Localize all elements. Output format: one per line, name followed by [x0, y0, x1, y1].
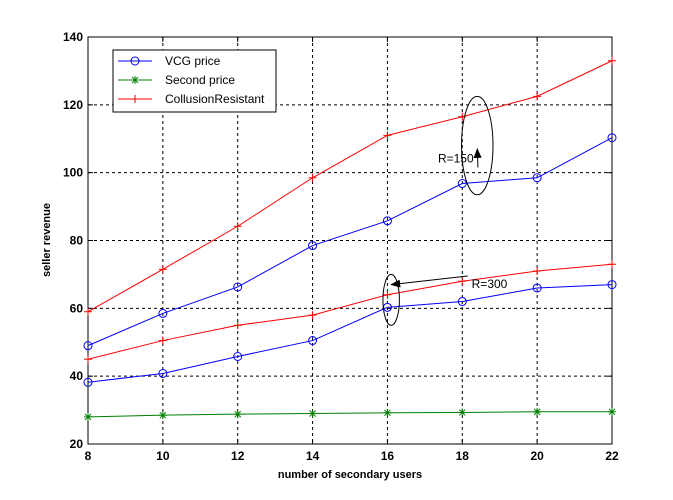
legend: VCG price Second price CollusionResistan… [112, 49, 277, 113]
data-point [158, 368, 168, 378]
data-point [457, 179, 467, 189]
legend-box [112, 49, 277, 113]
data-point [383, 131, 392, 140]
data-point [158, 265, 167, 274]
data-point [308, 241, 318, 251]
legend-label-collusion: CollusionResistant [165, 92, 265, 106]
annotation-label: R=300 [472, 277, 508, 291]
data-point [233, 321, 242, 330]
ticks: 8 10 12 14 16 18 20 22 20 40 60 80 100 120 140 [63, 30, 619, 463]
series-2 [83, 280, 617, 387]
annotation-arrow [390, 275, 468, 288]
legend-marker-vcg [130, 56, 140, 66]
data-point [308, 311, 317, 320]
data-point [308, 409, 317, 418]
y-tick-label: 80 [70, 234, 84, 248]
data-point [608, 260, 616, 269]
legend-marker-collusion [131, 95, 139, 103]
data-point [532, 173, 542, 183]
data-point [532, 283, 542, 293]
series-group [83, 56, 617, 421]
data-point [84, 355, 92, 364]
series-3 [84, 260, 616, 364]
x-tick-label: 12 [231, 449, 245, 463]
data-point [607, 280, 617, 290]
x-tick-label: 10 [156, 449, 170, 463]
data-point [608, 56, 616, 65]
data-point [84, 412, 92, 421]
data-point [458, 277, 467, 286]
annotation-label: R=150 [438, 151, 474, 165]
y-tick-label: 140 [63, 30, 83, 44]
legend-label-second: Second price [165, 73, 235, 87]
data-point [158, 336, 167, 345]
data-point [233, 222, 242, 231]
data-point [383, 290, 392, 299]
series-line [87, 137, 613, 347]
data-point [382, 216, 392, 226]
series-line [87, 60, 613, 313]
y-tick-label: 20 [70, 437, 84, 451]
x-tick-label: 22 [605, 449, 619, 463]
series-line [87, 284, 613, 383]
x-tick-label: 20 [530, 449, 544, 463]
annotation-ellipse [382, 273, 400, 326]
data-point [308, 336, 318, 346]
data-point [84, 307, 92, 316]
data-point [533, 407, 542, 416]
series-0 [83, 133, 617, 351]
data-point [158, 308, 168, 318]
annotation-ellipse [461, 95, 494, 196]
data-point [308, 173, 317, 182]
data-point [158, 411, 167, 420]
data-point [233, 282, 243, 292]
data-point [383, 408, 392, 417]
series-line [87, 263, 613, 360]
x-tick-label: 16 [381, 449, 395, 463]
data-point [457, 297, 467, 307]
legend-label-vcg: VCG price [165, 54, 221, 68]
y-tick-label: 40 [70, 369, 84, 383]
x-tick-label: 8 [85, 449, 92, 463]
y-tick-label: 100 [63, 166, 83, 180]
data-point [83, 377, 93, 387]
x-axis-label: number of secondary users [278, 469, 422, 481]
data-point [533, 267, 542, 276]
data-point [233, 351, 243, 361]
data-point [458, 408, 467, 417]
data-point [233, 410, 242, 419]
annotations: R=150 R=300 [382, 95, 508, 326]
x-tick-label: 14 [306, 449, 320, 463]
series-4 [84, 407, 616, 421]
y-axis-label: seller revenue [41, 203, 53, 277]
y-tick-label: 60 [70, 301, 84, 315]
series-line [87, 411, 612, 418]
legend-marker-second [131, 76, 139, 84]
data-point [607, 133, 617, 143]
y-tick-label: 120 [63, 98, 83, 112]
data-point [533, 92, 542, 101]
data-point [608, 407, 616, 416]
x-tick-label: 18 [456, 449, 470, 463]
data-point [83, 341, 93, 351]
annotation-arrow [473, 147, 482, 168]
